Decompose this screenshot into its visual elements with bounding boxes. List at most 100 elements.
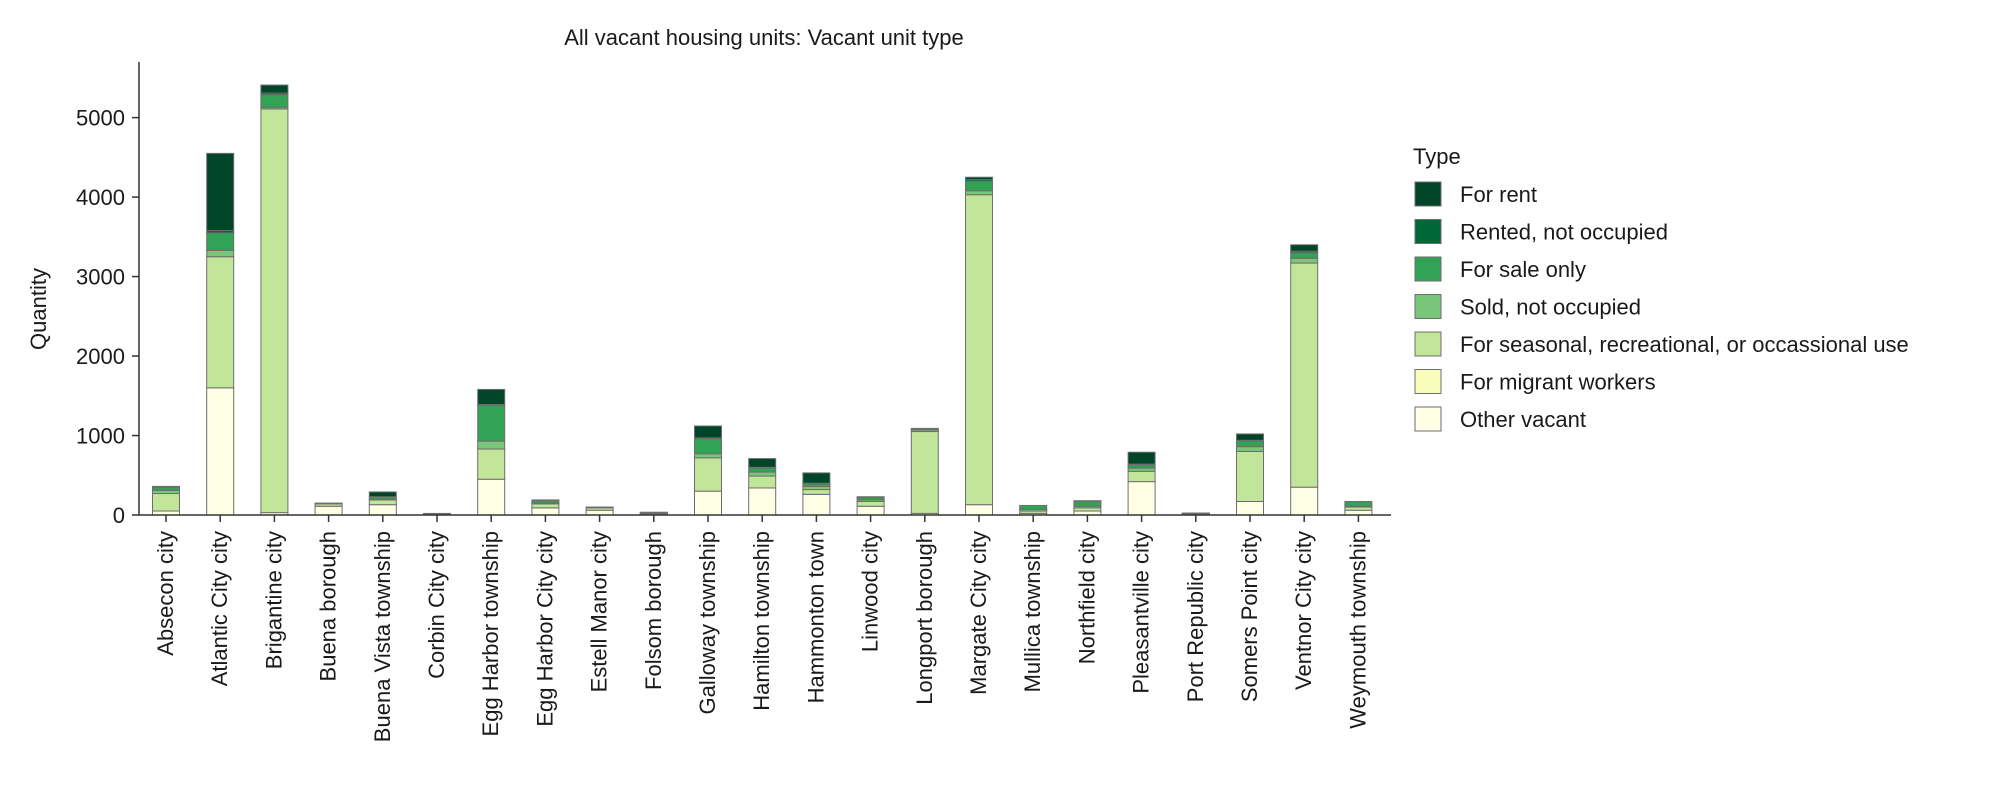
bar-segment: [1073, 500, 1102, 507]
legend-swatch: [1414, 331, 1442, 357]
x-tick-label: Estell Manor city: [587, 531, 612, 692]
x-tick-label: Folsom borough: [641, 531, 666, 690]
bar-segment: [748, 458, 777, 468]
bar-segment: [477, 404, 506, 442]
legend-swatch: [1414, 219, 1442, 244]
bar-segment: [477, 478, 506, 516]
x-tick-label: Weymouth township: [1345, 531, 1370, 729]
y-tick-label: 4000: [76, 185, 125, 210]
bar-segment: [260, 108, 289, 514]
x-tick-label: Corbin City city: [424, 531, 449, 679]
bar-segment: [965, 190, 993, 196]
bar-segment: [477, 448, 506, 480]
bar-segment: [531, 499, 560, 502]
bar-segment: [965, 176, 993, 181]
bar-segment: [748, 475, 777, 489]
legend-label: For rent: [1460, 182, 1537, 207]
x-tick-label: Somers Point city: [1237, 531, 1262, 702]
bar-segment: [856, 500, 885, 507]
bar-segment: [694, 453, 722, 459]
x-tick-label: Buena Vista township: [370, 531, 395, 742]
bar-segment: [260, 84, 289, 94]
x-tick-label: Ventnor City city: [1291, 531, 1316, 690]
bar-segment: [531, 503, 560, 509]
legend-swatch: [1414, 406, 1442, 432]
legend-label: For seasonal, recreational, or occassion…: [1460, 332, 1909, 357]
y-tick-label: 3000: [76, 265, 125, 290]
x-tick-label: Margate City city: [966, 531, 991, 695]
bar-segment: [477, 440, 506, 450]
plot-area: Absecon city Atlantic City city Brigantine…: [76, 62, 1391, 742]
bar-segment: [152, 485, 180, 488]
bar-segment: [1127, 470, 1156, 483]
x-tick-label: Linwood city: [858, 531, 883, 652]
y-tick-label: 0: [113, 503, 125, 528]
y-axis-label: Quantity: [26, 268, 51, 350]
bar-segment: [802, 489, 831, 495]
bar-segment: [1236, 440, 1264, 448]
bar-segment: [206, 249, 235, 258]
bar-segment: [260, 94, 289, 108]
bar-segment: [802, 493, 831, 516]
bar-segment: [477, 388, 506, 406]
bar-segment: [910, 431, 939, 514]
x-tick-label: Pleasantville city: [1129, 531, 1154, 694]
bar-segment: [1236, 500, 1264, 516]
bar-segment: [206, 256, 235, 389]
x-tick-label: Atlantic City city: [207, 531, 232, 686]
x-tick-label: Longport borough: [912, 531, 937, 705]
bar-segment: [206, 152, 235, 231]
x-tick-label: Egg Harbor City city: [532, 531, 557, 727]
bar-segment: [856, 505, 885, 516]
bar-segment: [965, 180, 993, 192]
bar-segment: [206, 387, 235, 516]
bar-segment: [1127, 451, 1156, 465]
legend-label: For migrant workers: [1460, 370, 1656, 395]
x-tick-label: Galloway township: [695, 531, 720, 714]
legend-label: Other vacant: [1460, 407, 1586, 432]
chart-title: All vacant housing units: Vacant unit ty…: [564, 25, 964, 50]
bar-segment: [1236, 450, 1264, 502]
legend-label: Sold, not occupied: [1460, 295, 1641, 320]
bar-segment: [748, 471, 777, 477]
bar-segment: [748, 487, 777, 516]
bar-segment: [1290, 486, 1319, 516]
legend: Type For rent Rented, not occupied For sal…: [1413, 144, 1909, 432]
bar-segment: [965, 194, 993, 506]
bar-segment: [206, 232, 235, 251]
bar-segment: [152, 493, 180, 512]
legend-label: For sale only: [1460, 257, 1586, 282]
y-tick-label: 5000: [76, 106, 125, 131]
x-tick-label: Hammonton town: [803, 531, 828, 703]
legend-title: Type: [1413, 144, 1461, 169]
bar-segment: [694, 457, 722, 492]
bar-segment: [1073, 500, 1102, 502]
bar-segment: [1344, 500, 1373, 507]
legend-label: Rented, not occupied: [1460, 220, 1668, 245]
bar-segment: [856, 496, 885, 499]
bar-segment: [1290, 262, 1319, 488]
legend-swatch: [1414, 369, 1442, 394]
bar-segment: [748, 467, 777, 473]
bar-segment: [314, 505, 343, 516]
bar-segment: [1290, 252, 1319, 259]
x-tick-label: Hamilton township: [749, 531, 774, 711]
bar-segment: [802, 472, 831, 484]
y-tick-label: 2000: [76, 344, 125, 369]
x-tick-label: Mullica township: [1020, 531, 1045, 692]
bar-segment: [368, 499, 397, 506]
bar-segment: [368, 504, 397, 516]
legend-swatch: [1414, 294, 1442, 319]
bar-segment: [1290, 244, 1319, 252]
bar-segment: [694, 425, 722, 439]
legend-swatch: [1414, 181, 1442, 207]
x-tick-label: Brigantine city: [261, 531, 286, 669]
bar-segment: [1236, 446, 1264, 452]
x-tick-label: Northfield city: [1074, 531, 1099, 664]
bar-segment: [694, 490, 722, 516]
x-tick-label: Buena borough: [316, 531, 341, 681]
x-tick-label: Absecon city: [153, 531, 178, 656]
x-tick-label: Egg Harbor township: [478, 531, 503, 736]
